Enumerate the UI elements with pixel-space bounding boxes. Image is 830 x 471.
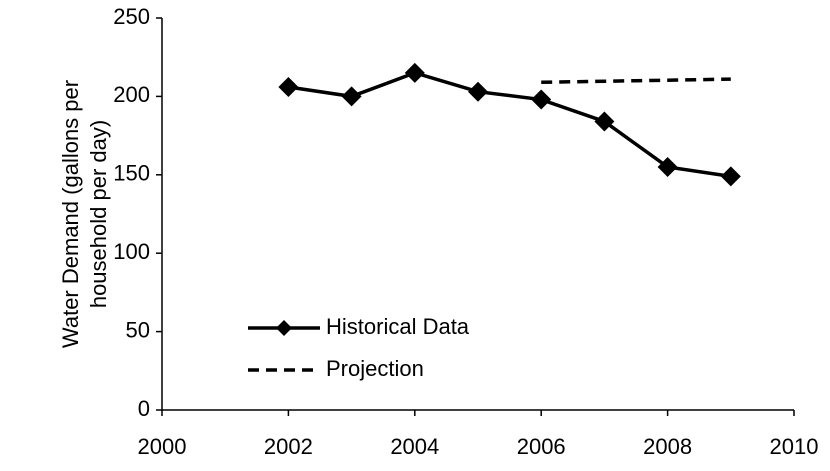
y-tick-label: 200: [113, 82, 150, 107]
x-tick-label: 2004: [390, 434, 439, 459]
series-line: [541, 77, 731, 85]
x-tick-label: 2002: [264, 434, 313, 459]
y-axis-label: Water Demand (gallons per: [58, 80, 83, 348]
y-tick-label: 100: [113, 239, 150, 264]
y-tick-label: 0: [138, 396, 150, 421]
marker: [468, 81, 488, 102]
marker: [341, 86, 362, 107]
legend-label: Historical Data: [326, 314, 470, 339]
y-tick-label: 250: [113, 4, 150, 29]
marker: [720, 166, 741, 187]
x-tick-label: 2008: [643, 434, 692, 459]
legend-label: Projection: [326, 356, 424, 381]
y-tick-label: 150: [113, 161, 150, 186]
x-tick-label: 2000: [138, 434, 187, 459]
legend-marker: [276, 320, 292, 336]
x-tick-label: 2006: [517, 434, 566, 459]
marker: [657, 156, 678, 177]
marker: [531, 89, 552, 110]
marker: [404, 62, 425, 83]
marker: [594, 111, 615, 132]
marker: [278, 76, 299, 97]
x-tick-label: 2010: [770, 434, 819, 459]
y-tick-label: 50: [126, 317, 150, 342]
series-line: [288, 71, 732, 179]
y-axis-label: household per day): [86, 120, 111, 308]
